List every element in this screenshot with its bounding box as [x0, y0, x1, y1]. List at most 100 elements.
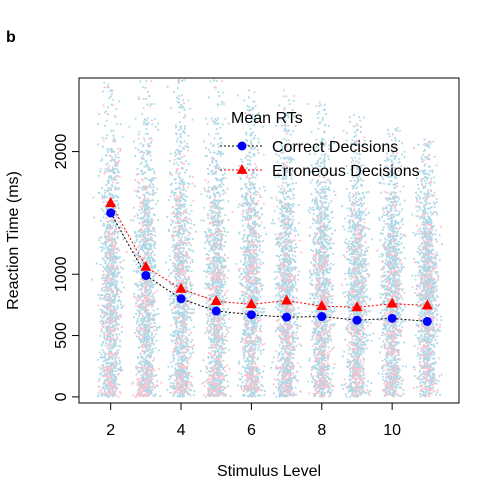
correct-trial-point [180, 336, 183, 339]
correct-trial-point [148, 326, 151, 329]
correct-trial-point [218, 260, 220, 262]
correct-trial-point [144, 246, 147, 248]
correct-trial-point [206, 284, 209, 286]
correct-trial-point [110, 365, 113, 367]
correct-trial-point [108, 323, 111, 326]
correct-trial-point [105, 311, 107, 314]
correct-trial-point [114, 176, 117, 179]
correct-trial-point [141, 170, 144, 172]
correct-trial-point [140, 284, 142, 287]
correct-trial-point [157, 128, 160, 131]
correct-trial-point [155, 203, 158, 206]
correct-trial-point [172, 211, 175, 213]
correct-trial-point [213, 317, 216, 320]
error-trial-point [153, 329, 156, 332]
correct-trial-point [220, 245, 223, 247]
correct-trial-point [147, 354, 150, 357]
error-trial-point [111, 308, 113, 311]
correct-trial-point [220, 103, 223, 106]
correct-trial-point [216, 230, 218, 233]
correct-trial-point [144, 211, 147, 214]
correct-trial-point [179, 392, 181, 395]
correct-trial-point [147, 301, 150, 303]
error-trial-point [116, 291, 119, 294]
error-trial-point [153, 369, 155, 372]
correct-trial-point [106, 314, 108, 316]
correct-trial-point [149, 353, 152, 356]
correct-trial-point [213, 393, 216, 396]
correct-trial-point [148, 228, 150, 231]
error-trial-point [110, 279, 113, 282]
correct-trial-point [212, 384, 215, 387]
correct-trial-point [209, 80, 212, 83]
error-trial-point [117, 351, 120, 354]
correct-trial-point [205, 282, 208, 285]
error-trial-point [180, 156, 183, 159]
error-trial-point [109, 356, 112, 359]
error-trial-point [189, 261, 192, 264]
correct-trial-point [188, 290, 190, 293]
correct-trial-point [106, 279, 109, 281]
correct-trial-point [218, 257, 221, 259]
correct-trial-point [166, 86, 169, 88]
correct-trial-point [183, 318, 186, 321]
correct-trial-point [116, 288, 118, 291]
correct-trial-point [220, 256, 223, 259]
correct-trial-point [107, 316, 109, 319]
correct-trial-point [191, 339, 194, 341]
correct-trial-point [218, 283, 221, 286]
correct-trial-point [154, 243, 157, 246]
correct-trial-point [115, 314, 118, 317]
error-trial-point [111, 389, 114, 392]
correct-trial-point [147, 144, 150, 147]
correct-trial-point [181, 262, 184, 264]
correct-trial-point [212, 355, 214, 358]
error-trial-point [187, 276, 190, 278]
error-trial-point [114, 228, 117, 231]
correct-trial-point [107, 343, 109, 346]
error-trial-point [175, 373, 177, 376]
correct-trial-point [219, 312, 222, 315]
correct-trial-point [116, 337, 119, 340]
correct-trial-point [183, 286, 186, 289]
correct-trial-point [111, 312, 114, 315]
correct-trial-point [217, 215, 219, 218]
error-trial-point [102, 297, 105, 300]
correct-trial-point [215, 284, 218, 287]
correct-trial-point [186, 220, 188, 223]
correct-trial-point [98, 351, 101, 354]
correct-trial-point [146, 326, 148, 329]
correct-trial-point [104, 345, 107, 347]
correct-trial-point [154, 347, 157, 349]
correct-trial-point [95, 262, 98, 265]
error-trial-point [117, 268, 119, 271]
correct-trial-point [106, 318, 108, 320]
correct-trial-point [183, 282, 186, 285]
correct-trial-point [141, 249, 144, 251]
error-trial-point [146, 373, 149, 376]
correct-trial-point [221, 337, 224, 340]
correct-trial-point [98, 373, 101, 375]
correct-trial-point [169, 173, 172, 176]
correct-trial-point [111, 194, 114, 197]
correct-trial-point [136, 257, 139, 260]
correct-trial-point [210, 356, 213, 359]
error-trial-point [170, 219, 172, 222]
error-trial-point [182, 210, 185, 213]
correct-trial-point [114, 341, 117, 344]
correct-trial-point [223, 343, 226, 346]
correct-trial-point [112, 271, 115, 274]
correct-trial-point [108, 340, 111, 343]
correct-trial-point [109, 193, 112, 196]
correct-trial-point [171, 236, 174, 239]
correct-trial-point [108, 338, 111, 341]
correct-trial-point [115, 290, 118, 292]
error-trial-point [110, 240, 113, 242]
correct-trial-point [144, 325, 146, 327]
correct-trial-point [174, 124, 177, 127]
correct-trial-point [151, 260, 154, 263]
correct-trial-point [215, 128, 218, 130]
correct-trial-point [106, 86, 109, 88]
correct-trial-point [141, 208, 143, 211]
correct-trial-point [179, 232, 181, 235]
